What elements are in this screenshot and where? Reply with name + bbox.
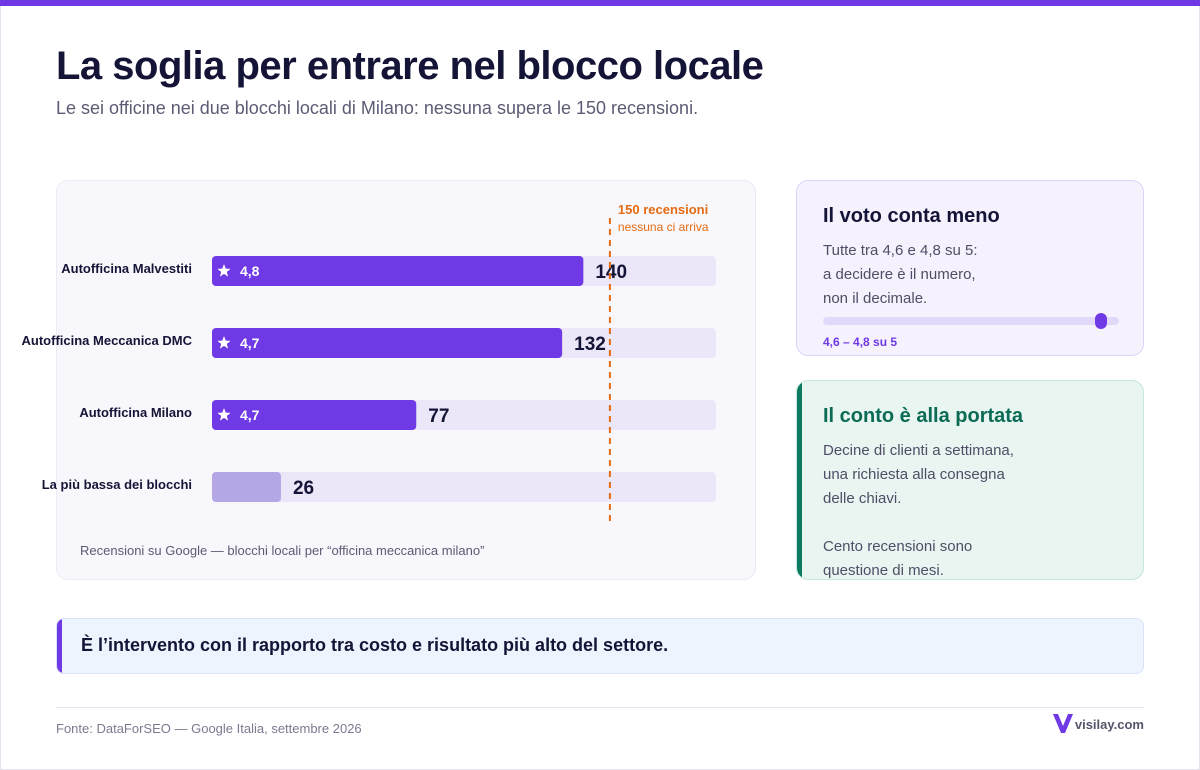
rating-card-body: Tutte tra 4,6 e 4,8 su 5: a decidere è i… bbox=[823, 239, 1123, 311]
callout-text: È l’intervento con il rapporto tra costo… bbox=[81, 635, 669, 655]
star-icon bbox=[217, 336, 231, 349]
cost-card-body: Decine di clienti a settimana, una richi… bbox=[823, 439, 1123, 579]
value-label: 140 bbox=[595, 262, 627, 283]
footer-divider bbox=[56, 707, 1144, 708]
rating-card-line: non il decimale. bbox=[823, 290, 928, 307]
rating-label: 4,7 bbox=[240, 335, 260, 351]
cost-card-paragraph: Decine di clienti a settimana, una richi… bbox=[823, 439, 1123, 511]
cost-card-line: questione di mesi. bbox=[823, 562, 944, 579]
bar bbox=[212, 472, 281, 502]
callout-banner: È l’intervento con il rapporto tra costo… bbox=[56, 618, 1144, 674]
chart-note: Recensioni su Google — blocchi locali pe… bbox=[80, 543, 485, 558]
bar bbox=[212, 400, 417, 430]
rating-range-label: 4,6 – 4,8 su 5 bbox=[823, 335, 898, 349]
bar-track bbox=[212, 472, 716, 502]
star-icon bbox=[217, 264, 231, 277]
category-label: Autofficina Meccanica DMC bbox=[22, 333, 193, 348]
rating-range-track bbox=[823, 313, 1119, 329]
cost-card-line: Decine di clienti a settimana, bbox=[823, 442, 1014, 459]
chart-card bbox=[56, 180, 756, 580]
category-label: Autofficina Malvestiti bbox=[61, 261, 192, 276]
cost-card-line: una richiesta alla consegna bbox=[823, 466, 1005, 483]
cost-card: Il conto è alla portata Decine di client… bbox=[796, 380, 1144, 580]
rating-card-title: Il voto conta meno bbox=[823, 205, 1000, 227]
brand-name: visilay.com bbox=[1074, 717, 1144, 732]
threshold-sublabel: nessuna ci arriva bbox=[618, 220, 709, 234]
top-accent-bar bbox=[0, 0, 1200, 6]
source-note: Fonte: DataForSEO — Google Italia, sette… bbox=[56, 721, 362, 736]
brand: visilay.com bbox=[1052, 712, 1144, 734]
value-label: 132 bbox=[574, 334, 606, 355]
star-icon bbox=[217, 408, 231, 421]
cost-card-title: Il conto è alla portata bbox=[823, 405, 1024, 427]
bar bbox=[212, 328, 563, 358]
cost-card-paragraph: Cento recensioni sono questione di mesi. bbox=[823, 535, 1123, 579]
category-label: La più bassa dei blocchi bbox=[42, 477, 192, 492]
threshold-label: 150 recensioni bbox=[618, 202, 708, 217]
rating-label: 4,8 bbox=[240, 263, 260, 279]
bar bbox=[212, 256, 584, 286]
rating-card-line: Tutte tra 4,6 e 4,8 su 5: bbox=[823, 242, 978, 259]
cost-card-line: delle chiavi. bbox=[823, 490, 902, 507]
page-subtitle: Le sei officine nei due blocchi locali d… bbox=[56, 98, 699, 118]
rating-range-fill bbox=[1095, 313, 1108, 329]
category-label: Autofficina Milano bbox=[79, 405, 192, 420]
v-logo-icon bbox=[1052, 714, 1073, 733]
value-label: 77 bbox=[428, 406, 449, 427]
page-title: La soglia per entrare nel blocco locale bbox=[56, 44, 764, 88]
callout-accent bbox=[57, 619, 62, 673]
rating-card: Il voto conta meno Tutte tra 4,6 e 4,8 s… bbox=[796, 180, 1144, 356]
rating-label: 4,7 bbox=[240, 407, 260, 423]
cost-card-accent bbox=[797, 381, 802, 579]
cost-card-line: Cento recensioni sono bbox=[823, 538, 973, 555]
value-label: 26 bbox=[293, 478, 314, 499]
rating-card-line: a decidere è il numero, bbox=[823, 266, 976, 283]
